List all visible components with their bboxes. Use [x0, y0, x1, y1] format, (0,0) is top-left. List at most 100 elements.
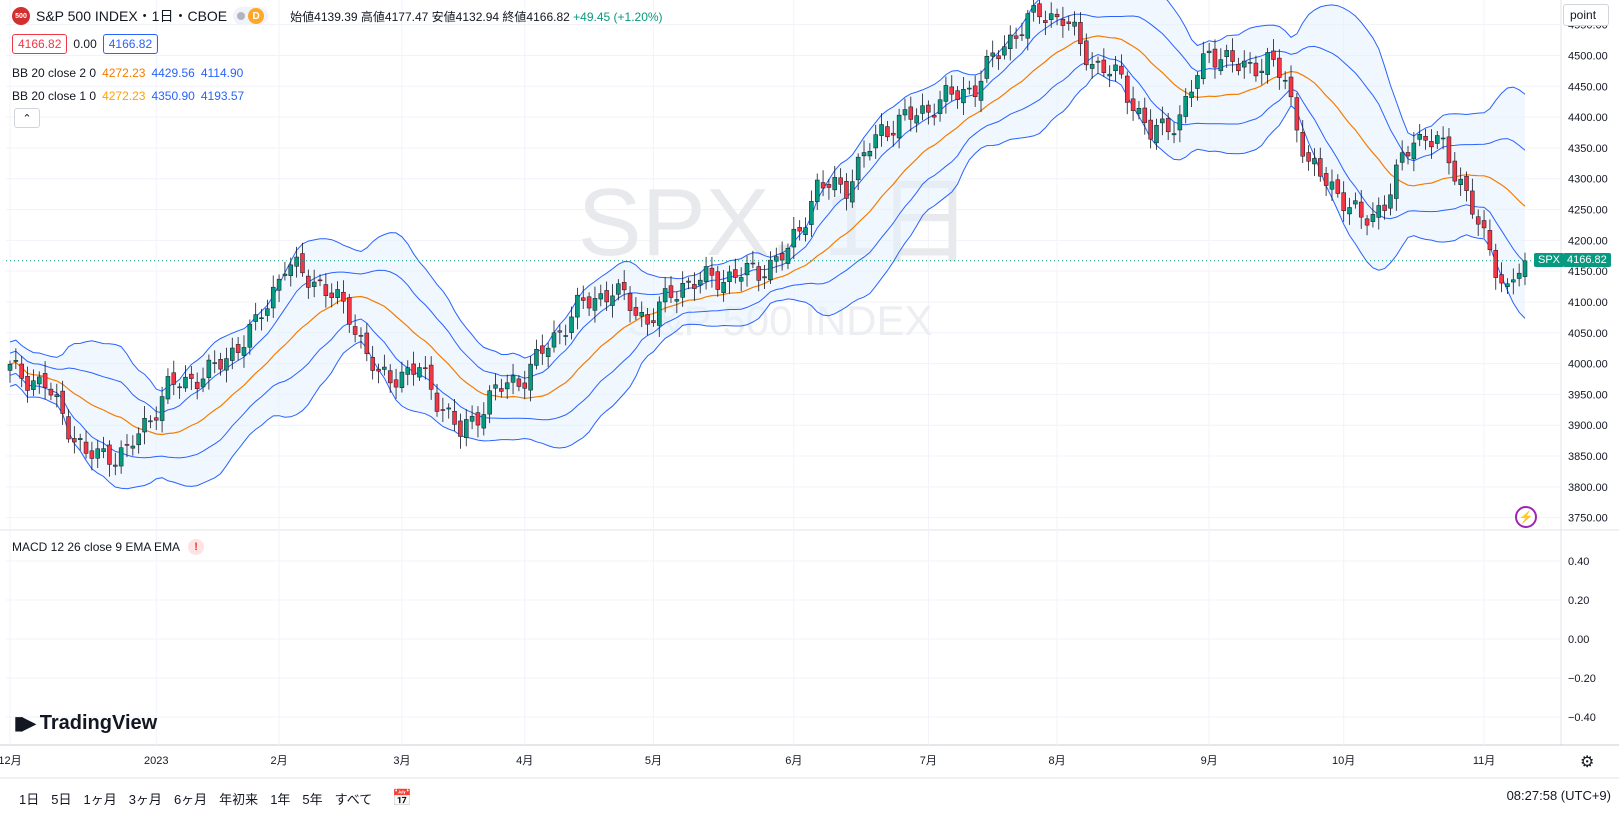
- candle-body: [873, 134, 878, 149]
- candle-body: [604, 290, 609, 303]
- macd-axis-label: 0.20: [1568, 595, 1589, 607]
- candle-body: [1435, 135, 1440, 144]
- candle-body: [1241, 60, 1247, 68]
- candle-body: [1212, 48, 1218, 68]
- candle-body: [446, 407, 451, 410]
- range-1m-button[interactable]: 1ヶ月: [83, 791, 117, 807]
- candle-body: [633, 307, 639, 316]
- range-6m-button[interactable]: 6ヶ月: [173, 791, 208, 807]
- bb2-legend[interactable]: BB 20 close 2 0 4272.23 4429.56 4114.90: [12, 66, 243, 80]
- candle-body: [428, 364, 434, 390]
- candle-body: [908, 106, 914, 120]
- price-axis-label: 4150.00: [1568, 266, 1608, 278]
- sell-price-button[interactable]: 4166.82: [12, 34, 68, 54]
- candle-body: [130, 445, 136, 449]
- open-label: 始値: [290, 9, 315, 24]
- candle-body: [879, 124, 884, 136]
- time-axis-label: 11月: [1473, 755, 1495, 767]
- candle-body: [540, 345, 545, 354]
- candle-body: [323, 284, 329, 296]
- candle-body: [1136, 108, 1142, 114]
- ohlc-values: 始値4139.39 高値4177.47 安値4132.94 終値4166.82 …: [290, 8, 662, 25]
- market-status-badge[interactable]: D: [233, 7, 269, 25]
- candle-body: [1195, 75, 1200, 89]
- candle-body: [487, 390, 492, 415]
- price-axis-label: 4500.00: [1568, 50, 1608, 62]
- candle-body: [1493, 250, 1499, 278]
- candle-body: [586, 296, 592, 309]
- candle-body: [937, 99, 943, 114]
- candle-body: [850, 181, 855, 203]
- candle-body: [259, 317, 264, 320]
- candle-body: [171, 372, 177, 385]
- candle-body: [1025, 13, 1031, 39]
- candle-body: [189, 373, 194, 379]
- time-axis-label: 2月: [271, 755, 288, 767]
- candle-body: [1189, 91, 1194, 98]
- candle-body: [984, 55, 990, 79]
- candle-body: [1259, 70, 1265, 73]
- range-5d-button[interactable]: 5日: [51, 791, 72, 807]
- warning-icon[interactable]: !: [188, 539, 205, 555]
- open-value: 4139.39: [314, 9, 358, 24]
- range-1d-button[interactable]: 1日: [19, 791, 40, 807]
- candle-body: [1335, 179, 1341, 194]
- lightning-icon[interactable]: ⚡: [1515, 506, 1537, 528]
- bb2-mid: 4272.23: [102, 66, 146, 80]
- candle-body: [1037, 3, 1042, 18]
- candle-body: [1247, 62, 1253, 64]
- candle-body: [159, 396, 165, 421]
- tradingview-logo[interactable]: ▮▶ TradingView: [14, 712, 157, 735]
- candle-body: [300, 253, 305, 274]
- candle-body: [545, 347, 551, 357]
- collapse-legend-button[interactable]: ⌃: [14, 108, 40, 128]
- candle-body: [218, 359, 223, 370]
- bb1-legend[interactable]: BB 20 close 1 0 4272.23 4350.90 4193.57: [12, 89, 244, 103]
- range-ytd-button[interactable]: 年初来: [219, 791, 259, 807]
- candle-body: [1358, 201, 1364, 218]
- candle-body: [1048, 13, 1054, 20]
- candle-body: [1522, 260, 1528, 277]
- candle-body: [598, 293, 604, 300]
- range-all-button[interactable]: すべて: [334, 791, 373, 807]
- chevron-up-icon: ⌃: [22, 112, 32, 125]
- candle-body: [762, 276, 767, 279]
- calendar-icon[interactable]: 📅: [392, 790, 413, 807]
- candle-body: [335, 289, 340, 298]
- candle-body: [1060, 18, 1066, 26]
- candle-body: [1230, 50, 1235, 62]
- symbol-title[interactable]: S&P 500 INDEX・1日・CBOE: [36, 8, 228, 24]
- candle-body: [1154, 125, 1159, 144]
- candle-body: [668, 285, 674, 298]
- price-axis-label: 3950.00: [1568, 389, 1608, 401]
- scale-mode-button[interactable]: point: [1563, 4, 1609, 26]
- candle-body: [7, 363, 13, 371]
- buy-price-button[interactable]: 4166.82: [102, 34, 159, 54]
- candle-body: [1347, 207, 1352, 215]
- bb2-name: BB 20 close 2 0: [12, 66, 97, 80]
- candle-body: [697, 279, 703, 286]
- bb1-upper: 4350.90: [151, 89, 195, 103]
- price-axis-label: 4350.00: [1568, 143, 1608, 155]
- delayed-data-icon: D: [248, 8, 265, 24]
- range-1y-button[interactable]: 1年: [270, 791, 291, 807]
- candle-body: [241, 347, 247, 356]
- candle-body: [569, 316, 574, 333]
- bb2-upper: 4429.56: [151, 66, 195, 80]
- candle-body: [534, 349, 539, 366]
- candle-body: [814, 179, 820, 202]
- candle-body: [440, 409, 446, 411]
- range-5y-button[interactable]: 5年: [302, 791, 323, 807]
- candle-body: [738, 277, 744, 282]
- bottom-toolbar: 1日 5日 1ヶ月 3ヶ月 6ヶ月 年初来 1年 5年 すべて 📅 08:27:…: [0, 778, 1619, 818]
- candle-body: [54, 394, 60, 397]
- range-3m-button[interactable]: 3ヶ月: [128, 791, 162, 807]
- symbol-logo[interactable]: 500: [12, 7, 30, 25]
- candle-body: [1464, 175, 1469, 191]
- clock-display[interactable]: 08:27:58 (UTC+9): [1506, 788, 1611, 803]
- gear-icon[interactable]: ⚙: [1580, 754, 1595, 771]
- candle-body: [674, 299, 680, 302]
- time-axis-label: 5月: [645, 755, 662, 767]
- macd-legend[interactable]: MACD 12 26 close 9 EMA EMA !: [12, 539, 205, 555]
